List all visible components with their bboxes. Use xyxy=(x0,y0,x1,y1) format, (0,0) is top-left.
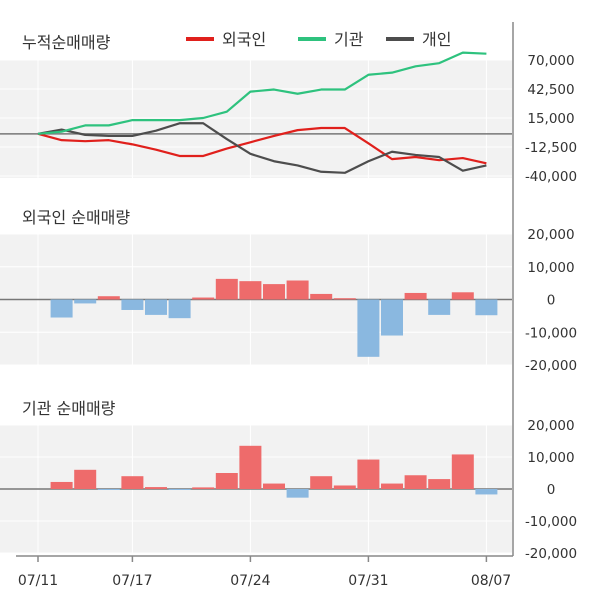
bar xyxy=(239,445,262,489)
bar xyxy=(145,299,167,315)
bar xyxy=(97,489,120,490)
bar xyxy=(215,473,238,489)
legend-label: 기관 xyxy=(334,30,364,49)
legend-label: 외국인 xyxy=(222,30,266,49)
bar xyxy=(475,489,498,495)
y-tick-label: 10,000 xyxy=(527,260,574,276)
bar xyxy=(475,299,498,316)
series-line-institution xyxy=(37,51,487,135)
bar xyxy=(74,299,97,304)
y-tick-label: 42,500 xyxy=(527,82,574,98)
bar xyxy=(50,299,73,318)
bar xyxy=(215,278,238,300)
series-line-individual xyxy=(37,122,487,174)
x-tick-label: 07/17 xyxy=(112,573,152,589)
bar xyxy=(286,489,309,498)
bar xyxy=(74,469,97,489)
bar xyxy=(428,479,451,489)
y-tick-label: 20,000 xyxy=(527,418,574,434)
series-line-foreign xyxy=(37,126,487,165)
bar xyxy=(333,298,356,300)
bar xyxy=(381,483,403,489)
bar xyxy=(404,475,427,489)
bar xyxy=(50,481,73,489)
bar xyxy=(239,281,262,300)
y-tick-label: -10,000 xyxy=(525,325,577,341)
bar xyxy=(286,280,309,300)
y-tick-label: 0 xyxy=(547,293,556,309)
bar xyxy=(168,489,191,490)
bar xyxy=(168,299,191,319)
bar xyxy=(428,299,451,315)
bar xyxy=(451,292,474,300)
bar xyxy=(263,284,285,300)
x-tick-label: 07/11 xyxy=(18,573,58,589)
y-tick-label: -12,500 xyxy=(525,140,577,156)
y-tick-label: -10,000 xyxy=(525,514,577,530)
legend-label: 개인 xyxy=(422,30,451,49)
panel-title: 누적순매매량 xyxy=(22,33,111,52)
x-tick-label: 07/24 xyxy=(230,573,270,589)
bar xyxy=(192,487,215,489)
bar xyxy=(310,293,333,300)
bar xyxy=(333,485,356,489)
bar xyxy=(121,476,144,489)
y-tick-label: -40,000 xyxy=(525,169,577,185)
bar xyxy=(357,459,380,489)
panel-title: 기관 순매매량 xyxy=(22,399,116,418)
panel-title: 외국인 순매매량 xyxy=(22,208,130,227)
bar xyxy=(404,292,427,300)
bar xyxy=(121,299,144,310)
y-tick-label: -20,000 xyxy=(525,358,577,374)
bar xyxy=(145,487,167,489)
bar xyxy=(310,476,333,489)
y-tick-label: 70,000 xyxy=(527,53,574,69)
x-tick-label: 07/31 xyxy=(348,573,388,589)
y-tick-label: -20,000 xyxy=(525,546,577,562)
bar xyxy=(97,296,120,300)
y-tick-label: 15,000 xyxy=(527,111,574,127)
bar xyxy=(451,454,474,489)
bar xyxy=(192,297,215,300)
y-tick-label: 10,000 xyxy=(527,450,574,466)
y-tick-label: 0 xyxy=(547,482,556,498)
bar xyxy=(381,299,403,336)
bar xyxy=(357,299,380,357)
bar xyxy=(263,483,285,489)
x-tick-label: 08/07 xyxy=(471,573,511,589)
y-tick-label: 20,000 xyxy=(527,227,574,243)
